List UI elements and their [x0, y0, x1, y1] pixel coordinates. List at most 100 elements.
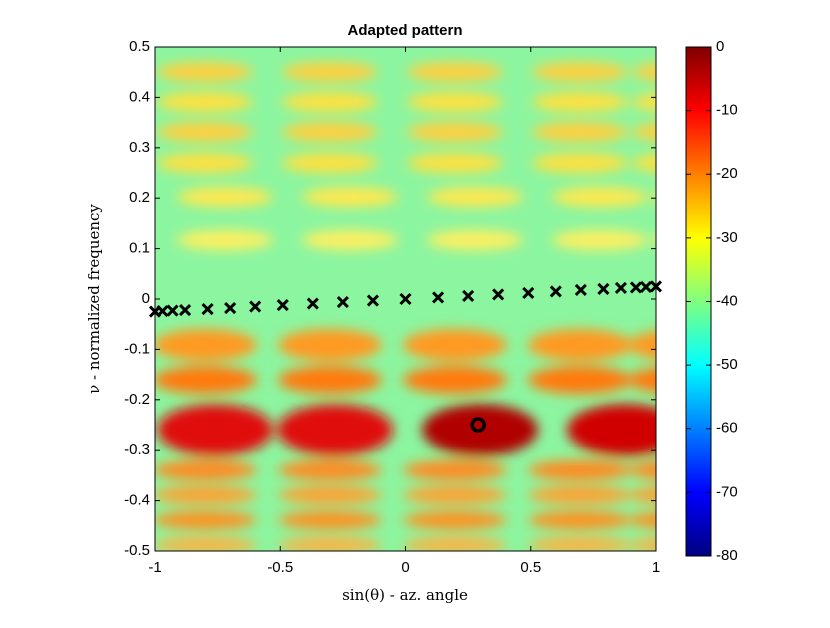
x-marker	[166, 304, 179, 317]
heatmap-blob	[155, 329, 257, 361]
heatmap-blob	[403, 460, 507, 480]
chart-title: Adapted pattern	[347, 22, 462, 39]
x-tick-label: -0.5	[267, 559, 293, 576]
heatmap-blob	[407, 153, 503, 173]
y-tick-label: 0.2	[129, 189, 150, 206]
x-marker	[178, 304, 192, 317]
heatmap-blob	[528, 366, 632, 394]
heatmap-blob	[278, 460, 382, 480]
y-tick-label: 0	[142, 290, 150, 307]
x-marker	[201, 303, 214, 316]
x-tick-label: -1	[148, 559, 161, 576]
x-marker	[639, 280, 653, 293]
heatmap-blob	[157, 62, 253, 82]
heatmap-blob	[157, 122, 253, 142]
colorbar-tick-label: 0	[716, 38, 724, 55]
heatmap-blob	[278, 366, 382, 394]
y-tick-label: -0.2	[124, 391, 150, 408]
colorbar-tick-label: -40	[716, 292, 738, 309]
x-marker	[614, 281, 627, 294]
heatmap-blob	[528, 537, 632, 551]
y-tick-label: 0.5	[129, 38, 150, 55]
heatmap-blob	[427, 187, 523, 207]
heatmap-blob	[277, 404, 393, 456]
heatmap-background	[155, 47, 656, 551]
heatmap-blob	[407, 92, 503, 112]
colorbar-tick-label: -10	[716, 102, 738, 119]
y-tick-label: -0.3	[124, 441, 150, 458]
target-marker	[470, 417, 486, 433]
x-marker	[366, 294, 379, 307]
heatmap-blob	[177, 230, 273, 250]
x-tick-label: 0.5	[520, 559, 541, 576]
heatmap-blob	[278, 486, 382, 504]
heatmap-blob	[155, 486, 257, 504]
x-marker	[249, 300, 262, 313]
heatmap-blob	[157, 92, 253, 112]
heatmap-blob	[282, 92, 378, 112]
heatmap-blob	[282, 62, 378, 82]
heatmap-blob	[532, 122, 628, 142]
y-tick-label: 0.4	[129, 88, 150, 105]
heatmap-blob	[157, 153, 253, 173]
x-marker	[574, 283, 587, 296]
heatmap-blob	[632, 63, 656, 81]
heatmap-blob	[302, 187, 398, 207]
y-tick-label: -0.4	[124, 492, 150, 509]
heatmap-blob	[427, 230, 523, 250]
colorbar-tick-label: -50	[716, 356, 738, 373]
heatmap-blob	[407, 62, 503, 82]
heatmap-blob	[532, 62, 628, 82]
heatmap-blob	[155, 460, 257, 480]
x-axis-label: sin(θ) - az. angle	[342, 586, 468, 604]
heatmap-blob	[407, 122, 503, 142]
heatmap-blob	[177, 187, 273, 207]
colorbar-tick-label: -30	[716, 229, 738, 246]
heatmap-blob	[632, 154, 656, 172]
heatmap-blob	[628, 367, 656, 393]
heatmap-blob	[628, 461, 656, 479]
heatmap-blob	[528, 486, 632, 504]
heatmap-blob	[403, 329, 507, 361]
heatmap-blob	[528, 460, 632, 480]
heatmap-blob	[278, 511, 382, 529]
heatmap-blob	[155, 537, 257, 551]
heatmap-blob	[278, 537, 382, 551]
heatmap-blob	[282, 153, 378, 173]
x-marker	[549, 285, 562, 298]
x-marker	[629, 281, 643, 294]
heatmap-blob	[403, 366, 507, 394]
heatmap-blob	[632, 123, 656, 141]
colorbar-tick-label: -70	[716, 483, 738, 500]
heatmap-blob	[628, 487, 656, 503]
x-marker	[399, 292, 412, 306]
heatmap-blob	[552, 187, 648, 207]
x-marker	[336, 295, 349, 309]
colorbar-tick-label: -60	[716, 420, 738, 437]
heatmap-blob	[528, 329, 632, 361]
heatmap-blob	[282, 122, 378, 142]
x-marker	[224, 302, 237, 315]
heatmap-blob	[532, 92, 628, 112]
x-marker	[597, 282, 610, 295]
heatmap-blob	[652, 236, 656, 244]
heatmap-blob	[155, 366, 257, 394]
x-tick-label: 1	[652, 559, 660, 576]
x-marker	[156, 305, 169, 318]
heatmap-blob	[628, 330, 656, 360]
colorbar-tick-label: -80	[716, 547, 738, 564]
heatmap-blob	[628, 512, 656, 528]
heatmap-blob	[403, 511, 507, 529]
x-marker	[522, 286, 535, 300]
y-tick-label: 0.3	[129, 139, 150, 156]
x-marker	[306, 297, 319, 310]
heatmap-blob	[278, 329, 382, 361]
x-marker	[649, 280, 663, 293]
heatmap-blob	[532, 153, 628, 173]
heatmap-blob	[403, 486, 507, 504]
heatmap-blob	[652, 193, 656, 201]
x-marker	[462, 289, 475, 303]
heatmap-blob	[552, 230, 648, 250]
heatmap-blob	[155, 511, 257, 529]
